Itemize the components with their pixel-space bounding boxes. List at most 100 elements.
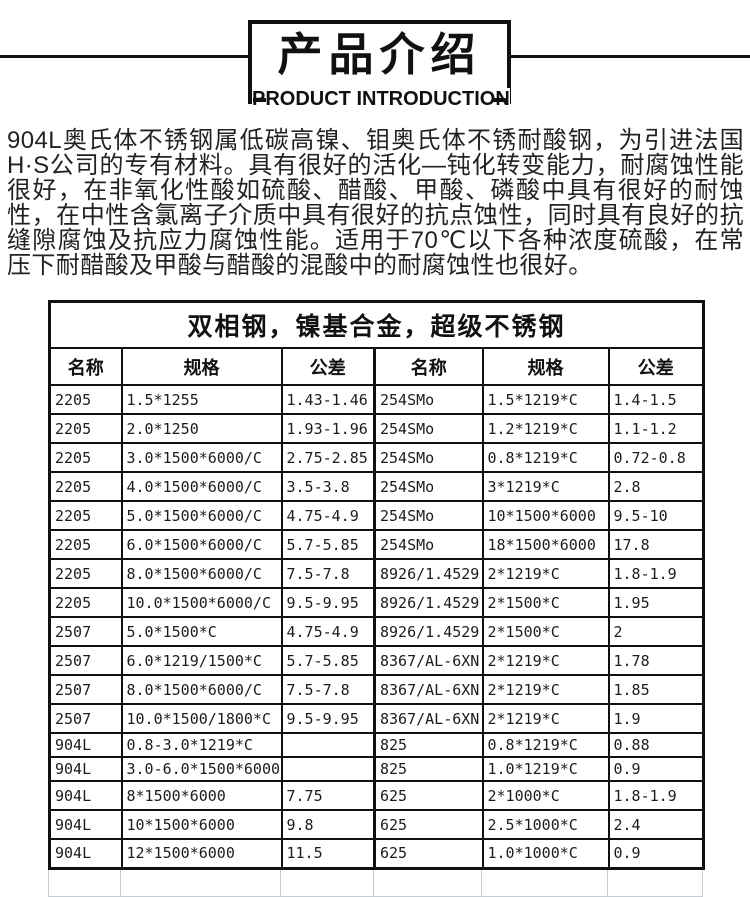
table-cell: 2507	[48, 616, 123, 647]
table-cell: 1.4-1.5	[607, 384, 705, 415]
empty-grid-cell	[48, 869, 121, 897]
table-cell: 1.95	[607, 587, 705, 618]
table-cell: 8367/AL-6XN	[373, 645, 484, 676]
table-cell: 2.0*1250	[120, 413, 283, 444]
table-cell: 8*1500*6000	[120, 780, 283, 811]
table-cell: 7.75	[280, 780, 376, 811]
column-header: 规格	[120, 347, 283, 386]
table-cell: 1.0*1219*C	[481, 756, 610, 782]
table-cell: 2*1000*C	[481, 780, 610, 811]
table-cell: 2507	[48, 703, 123, 734]
table-cell: 18*1500*6000	[481, 529, 610, 560]
table-cell: 5.7-5.85	[280, 645, 376, 676]
table-cell: 10*1500*6000	[481, 500, 610, 531]
table-cell: 2*1500*C	[481, 616, 610, 647]
bracket-right-decor	[493, 98, 506, 102]
spec-table: 双相钢，镍基合金，超级不锈钢 名称 规格 公差 名称 规格 公差 2205 1.5*1255…	[48, 300, 706, 870]
table-cell: 1.43-1.46	[280, 384, 376, 415]
empty-grid-cell	[120, 869, 281, 897]
table-cell: 2205	[48, 471, 123, 502]
table-header-row: 名称 规格 公差 名称 规格 公差	[48, 347, 705, 386]
page-title: 产品介绍	[277, 29, 482, 80]
table-cell: 2507	[48, 674, 123, 705]
table-cell: 3.0-6.0*1500*6000	[120, 756, 283, 782]
table-cell: 2*1219*C	[481, 703, 610, 734]
column-header: 公差	[607, 347, 705, 386]
table-cell: 254SMo	[373, 529, 484, 560]
table-cell: 2*1500*C	[481, 587, 610, 618]
table-cell: 0.8-3.0*1219*C	[120, 732, 283, 758]
table-cell: 1.1-1.2	[607, 413, 705, 444]
table-cell: 2205	[48, 413, 123, 444]
table-cell: 2205	[48, 442, 123, 473]
table-row: 2205 2.0*1250 1.93-1.96 254SMo 1.2*1219*C 1.1…	[48, 413, 705, 444]
table-cell: 1.8-1.9	[607, 780, 705, 811]
table-cell: 625	[373, 809, 484, 840]
table-cell: 904L	[48, 809, 123, 840]
table-cell: 4.75-4.9	[280, 616, 376, 647]
table-cell: 8367/AL-6XN	[373, 674, 484, 705]
table-cell: 254SMo	[373, 442, 484, 473]
column-header: 规格	[481, 347, 610, 386]
table-cell: 5.0*1500*C	[120, 616, 283, 647]
table-row: 2205 5.0*1500*6000/C 4.75-4.9 254SMo 10*1500…	[48, 500, 705, 531]
table-cell: 10.0*1500/1800*C	[120, 703, 283, 734]
table-cell: 254SMo	[373, 384, 484, 415]
page-subtitle: PRODUCT INTRODUCTION	[252, 88, 510, 110]
table-cell: 8.0*1500*6000/C	[120, 674, 283, 705]
intro-subtitle-row: PRODUCT INTRODUCTION	[252, 88, 510, 110]
table-cell: 625	[373, 780, 484, 811]
table-cell: 1.93-1.96	[280, 413, 376, 444]
table-title-row: 双相钢，镍基合金，超级不锈钢	[48, 300, 705, 349]
table-cell: 0.88	[607, 732, 705, 758]
table-cell: 2205	[48, 500, 123, 531]
table-cell: 1.5*1255	[120, 384, 283, 415]
table-cell: 10.0*1500*6000/C	[120, 587, 283, 618]
table-cell: 625	[373, 838, 484, 869]
table-cell: 8926/1.4529	[373, 616, 484, 647]
table-cell: 0.8*1219*C	[481, 732, 610, 758]
table-title: 双相钢，镍基合金，超级不锈钢	[48, 300, 705, 349]
table-row: 904L 10*1500*6000 9.8 625 2.5*1000*C 2.4	[48, 809, 705, 840]
table-cell: 1.0*1000*C	[481, 838, 610, 869]
table-cell: 1.2*1219*C	[481, 413, 610, 444]
table-cell: 4.75-4.9	[280, 500, 376, 531]
table-row: 2205 4.0*1500*6000/C 3.5-3.8 254SMo 3*1219*C…	[48, 471, 705, 502]
table-cell: 904L	[48, 756, 123, 782]
table-cell: 254SMo	[373, 471, 484, 502]
table-cell: 904L	[48, 732, 123, 758]
table-row: 2507 6.0*1219/1500*C 5.7-5.85 8367/AL-6XN 2*…	[48, 645, 705, 676]
table-row: 904L 3.0-6.0*1500*6000 825 1.0*1219*C 0.9	[48, 756, 705, 782]
table-cell: 0.72-0.8	[607, 442, 705, 473]
ghost-grid-row	[48, 869, 703, 897]
table-cell: 2205	[48, 558, 123, 589]
table-cell: 9.5-9.95	[280, 703, 376, 734]
table-cell: 8367/AL-6XN	[373, 703, 484, 734]
spec-table-section: 双相钢，镍基合金，超级不锈钢 名称 规格 公差 名称 规格 公差 2205 1.5*1255…	[48, 300, 706, 897]
table-cell: 904L	[48, 780, 123, 811]
table-row: 2205 8.0*1500*6000/C 7.5-7.8 8926/1.4529 2*1…	[48, 558, 705, 589]
column-header: 名称	[373, 347, 484, 386]
table-cell: 2*1219*C	[481, 558, 610, 589]
table-cell: 3.0*1500*6000/C	[120, 442, 283, 473]
empty-grid-cell	[280, 869, 374, 897]
table-cell: 6.0*1219/1500*C	[120, 645, 283, 676]
empty-grid-cell	[373, 869, 482, 897]
table-cell: 9.5-10	[607, 500, 705, 531]
table-cell	[280, 756, 376, 782]
table-cell: 2*1219*C	[481, 674, 610, 705]
table-cell: 11.5	[280, 838, 376, 869]
table-cell: 12*1500*6000	[120, 838, 283, 869]
column-header: 公差	[280, 347, 376, 386]
table-cell: 1.8-1.9	[607, 558, 705, 589]
table-row: 2205 1.5*1255 1.43-1.46 254SMo 1.5*1219*C 1.4…	[48, 384, 705, 415]
table-cell: 10*1500*6000	[120, 809, 283, 840]
table-cell: 2.4	[607, 809, 705, 840]
table-cell: 2205	[48, 384, 123, 415]
intro-paragraph: 904L奥氏体不锈钢属低碳高镍、钼奥氏体不锈耐酸钢，为引进法国H·S公司的专有材…	[7, 127, 744, 279]
table-cell: 8926/1.4529	[373, 587, 484, 618]
table-cell: 2.8	[607, 471, 705, 502]
table-cell: 1.85	[607, 674, 705, 705]
table-cell: 2205	[48, 587, 123, 618]
table-row: 904L 12*1500*6000 11.5 625 1.0*1000*C 0.9	[48, 838, 705, 869]
